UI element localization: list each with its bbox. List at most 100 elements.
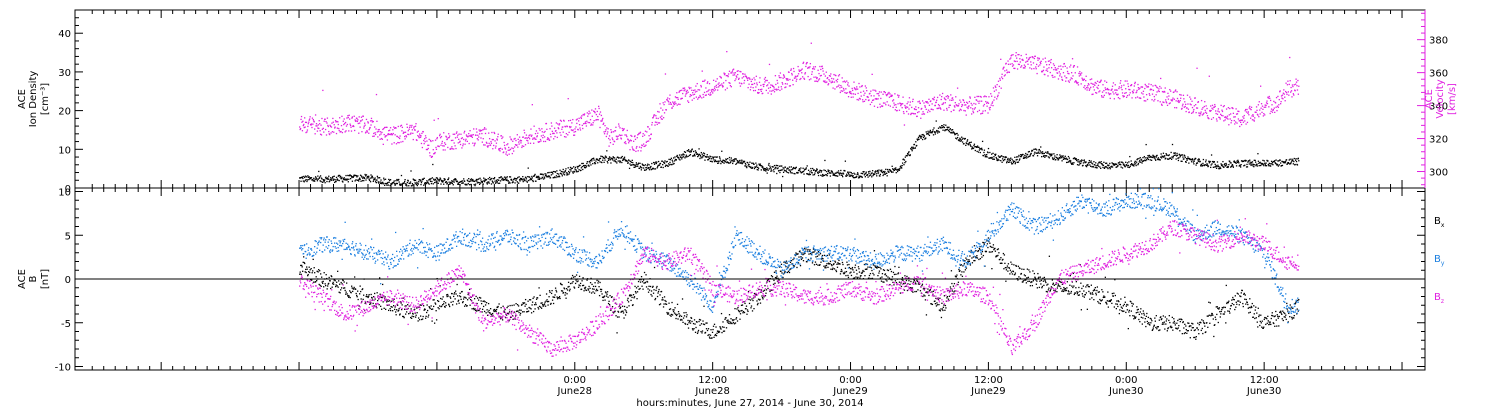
top-series-0-point bbox=[826, 174, 828, 177]
top-series-1-point bbox=[315, 125, 317, 127]
top-series-0-point bbox=[573, 166, 575, 168]
top-series-1-point bbox=[928, 98, 930, 100]
top-series-0-point bbox=[1090, 160, 1092, 162]
top-series-0-point bbox=[764, 168, 767, 170]
top-series-1-point bbox=[323, 131, 325, 133]
top-series-1-point bbox=[576, 122, 578, 125]
top-series-0-point bbox=[545, 175, 548, 177]
top-series-1-point bbox=[1276, 109, 1278, 112]
top-series-1-point bbox=[624, 141, 627, 143]
top-series-1-point bbox=[498, 149, 500, 151]
top-series-0-point bbox=[1012, 161, 1015, 164]
top-series-1-point bbox=[558, 124, 560, 126]
top-series-1-point bbox=[533, 137, 536, 139]
top-series-0-point bbox=[694, 150, 697, 152]
top-series-0-point bbox=[978, 146, 980, 149]
top-series-1-point bbox=[1125, 92, 1127, 94]
top-series-0-point bbox=[813, 169, 815, 171]
top-series-0-point bbox=[623, 157, 625, 159]
top-series-1-point bbox=[1093, 83, 1095, 85]
top-series-1-point bbox=[359, 126, 361, 128]
top-series-1-point bbox=[1263, 106, 1265, 108]
bottom-series-x-point bbox=[300, 273, 302, 276]
top-series-1-point bbox=[525, 137, 527, 139]
top-series-0-point bbox=[622, 159, 624, 162]
top-series-1-point bbox=[1284, 90, 1287, 93]
top-series-0-point bbox=[1152, 154, 1154, 156]
top-series-0-point bbox=[458, 181, 461, 184]
top-series-0-point bbox=[1019, 158, 1021, 160]
top-series-1-point bbox=[1136, 89, 1138, 92]
top-series-0-point bbox=[895, 167, 897, 169]
top-series-1-point bbox=[1250, 108, 1252, 111]
top-series-0-point bbox=[1268, 165, 1270, 167]
top-series-1-point bbox=[484, 132, 487, 135]
top-series-1-point bbox=[687, 100, 689, 102]
top-series-0-point bbox=[644, 164, 647, 166]
top-series-1-point bbox=[782, 77, 784, 79]
top-series-0-point bbox=[1028, 150, 1031, 153]
top-series-1-point bbox=[556, 136, 558, 139]
top-series-1-point bbox=[1039, 61, 1041, 64]
top-series-0-point bbox=[1071, 162, 1074, 164]
top-series-0-point bbox=[1067, 155, 1070, 158]
top-series-0-point bbox=[1045, 155, 1048, 157]
top-series-0-point bbox=[681, 156, 683, 158]
top-series-0-point bbox=[461, 180, 464, 182]
top-series-1-point bbox=[870, 90, 872, 92]
top-series-1-point bbox=[575, 119, 578, 121]
top-series-0-point bbox=[1078, 161, 1081, 163]
top-series-1-point bbox=[759, 88, 762, 91]
top-series-1-point bbox=[725, 79, 727, 82]
top-series-0-point bbox=[479, 182, 482, 184]
top-series-0-point bbox=[748, 163, 750, 166]
top-series-1-point bbox=[1233, 116, 1235, 118]
top-series-0-point bbox=[876, 171, 878, 173]
top-series-1-point bbox=[1254, 117, 1256, 119]
top-series-0-point bbox=[851, 173, 853, 175]
top-series-0-point bbox=[712, 156, 714, 158]
top-series-0-point bbox=[1218, 168, 1220, 170]
top-series-0-point bbox=[1285, 159, 1288, 161]
top-series-0-point bbox=[1109, 168, 1111, 170]
top-series-1-point bbox=[782, 83, 784, 85]
top-series-0-point bbox=[970, 145, 972, 147]
top-series-0-point bbox=[481, 181, 483, 184]
top-series-1-point bbox=[1050, 58, 1052, 61]
top-series-1-point bbox=[523, 145, 525, 147]
top-series-0-point bbox=[768, 168, 771, 170]
top-series-0-point bbox=[682, 154, 684, 156]
top-series-1-point bbox=[821, 65, 823, 67]
top-series-1-point bbox=[434, 139, 437, 141]
top-series-0-point bbox=[867, 171, 870, 173]
top-series-1-point bbox=[1285, 91, 1288, 94]
top-series-0-point bbox=[348, 178, 350, 180]
top-series-1-point bbox=[701, 70, 703, 72]
top-series-1-point bbox=[659, 103, 661, 105]
top-series-1-point bbox=[730, 72, 732, 74]
top-series-1-point bbox=[802, 76, 804, 78]
top-series-1-point bbox=[450, 139, 453, 142]
top-series-1-point bbox=[1282, 98, 1284, 100]
top-series-0-point bbox=[531, 177, 533, 179]
top-series-0-point bbox=[449, 183, 451, 185]
top-series-1-point bbox=[564, 126, 567, 128]
top-series-1-point bbox=[1011, 54, 1013, 56]
top-series-1-point bbox=[936, 107, 938, 110]
top-series-1-point bbox=[339, 117, 341, 119]
top-series-1-point bbox=[513, 150, 515, 152]
top-series-0-point bbox=[399, 184, 401, 186]
top-series-0-point bbox=[652, 161, 655, 164]
top-series-0-point bbox=[309, 177, 312, 180]
top-series-0-point bbox=[938, 131, 941, 133]
top-series-0-point bbox=[416, 181, 418, 183]
top-series-1-point bbox=[929, 110, 931, 113]
top-series-1-point bbox=[654, 121, 657, 123]
top-series-1-point bbox=[1206, 115, 1209, 117]
top-series-1-point bbox=[1230, 122, 1232, 124]
top-series-1-point bbox=[453, 133, 456, 135]
top-series-1-point bbox=[982, 110, 984, 112]
top-series-0-point bbox=[398, 181, 400, 183]
top-series-1-point bbox=[349, 124, 352, 127]
top-series-1-point bbox=[1177, 100, 1179, 103]
